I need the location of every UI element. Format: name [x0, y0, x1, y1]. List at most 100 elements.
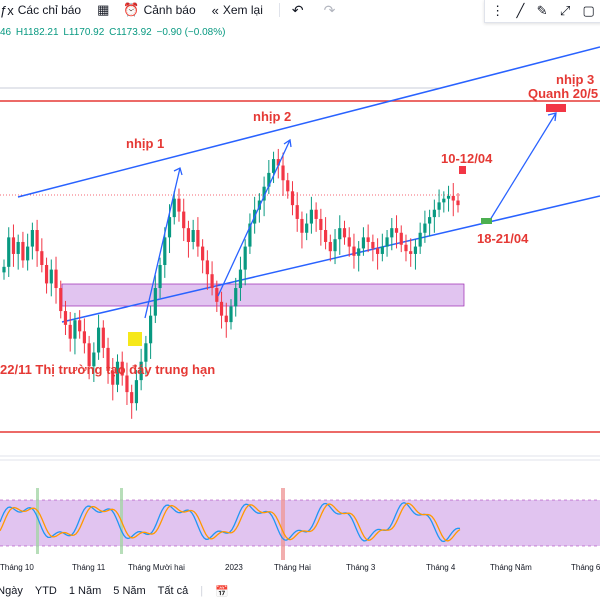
candle-body — [115, 361, 120, 385]
candle-body — [139, 361, 143, 381]
wave2-arrow — [217, 139, 291, 297]
candle-body — [101, 327, 105, 348]
wave3-title: nhịp 3 — [556, 72, 594, 87]
current-window-marker[interactable] — [459, 166, 466, 174]
candle-body — [404, 244, 408, 252]
candle-body — [432, 209, 436, 218]
candle-body — [205, 260, 209, 275]
candle-body — [267, 172, 271, 187]
calendar-range-icon[interactable]: 📅 — [215, 585, 229, 598]
top-toolbar: ƒx Các chỉ báo ▦ ⏰ Cảnh báo « Xem lại ↶ … — [0, 0, 480, 20]
candle-body — [309, 209, 313, 224]
candle-body — [120, 361, 124, 376]
candle-body — [262, 186, 266, 201]
drag-handle-icon[interactable]: ⋮ — [491, 3, 505, 18]
candle-body — [224, 315, 228, 323]
candle-body — [366, 237, 370, 242]
candle-body — [172, 198, 176, 218]
candle-body — [357, 248, 361, 256]
ohlc-open: 46 — [0, 27, 12, 38]
candle-body — [191, 230, 195, 242]
xaxis-label-1: Tháng 11 — [72, 563, 106, 572]
candle-body — [149, 315, 153, 344]
indicators-button[interactable]: ƒx Các chỉ báo — [0, 3, 81, 18]
candle-body — [144, 343, 148, 362]
candle-body — [229, 306, 233, 323]
xaxis-label-0: Tháng 10 — [0, 563, 34, 572]
candle-body — [352, 246, 356, 256]
candle-body — [78, 320, 82, 332]
xaxis-label-4: Tháng Hai — [274, 563, 311, 572]
ray-icon[interactable]: ⤢ — [559, 3, 571, 18]
xaxis-label-3: 2023 — [225, 563, 243, 572]
candle-body — [399, 232, 403, 245]
candle-body — [82, 331, 86, 344]
candle-body — [437, 202, 441, 210]
wave-arrows — [144, 112, 557, 319]
candle-body — [380, 246, 384, 254]
candle-body — [281, 165, 285, 181]
range-divider: | — [200, 585, 204, 597]
candle-body — [442, 198, 446, 203]
wave3-target-marker[interactable] — [546, 104, 566, 112]
trend-line-icon[interactable]: ╱ — [516, 3, 525, 18]
candle-body — [63, 311, 68, 325]
candle-body — [167, 217, 172, 238]
ohlc-low: L1170.92 — [63, 27, 105, 38]
channel-upper-line[interactable] — [17, 46, 600, 198]
range-1d[interactable]: 1 Ngày — [0, 585, 23, 597]
brush-icon[interactable]: ✎ — [536, 3, 548, 18]
demand-zone[interactable] — [61, 283, 465, 307]
candle-body — [40, 251, 44, 265]
xaxis-label-7: Tháng Năm — [490, 563, 532, 572]
candle-body — [210, 274, 214, 289]
ohlc-change: −0.90 (−0.08%) — [156, 27, 226, 38]
stoch-oversold-highlight-1 — [36, 488, 39, 554]
channel-lower-line[interactable] — [61, 195, 600, 323]
candle-body — [7, 237, 11, 267]
candle-body — [106, 347, 110, 371]
candle-body — [186, 228, 191, 242]
replay-button[interactable]: « Xem lại — [212, 3, 263, 18]
candle-body — [73, 320, 77, 339]
candle-body — [111, 370, 115, 385]
range-1y[interactable]: 1 Năm — [68, 585, 102, 597]
stoch-d-line — [0, 502, 461, 542]
undo-icon[interactable]: ↶ — [291, 1, 304, 18]
ohlc-close: C1173.92 — [109, 27, 152, 38]
ohlc-legend: 46 H1182.21 L1170.92 C1173.92 −0.90 (−0.… — [0, 27, 227, 38]
candle-body — [219, 301, 224, 316]
toolbar-divider — [278, 3, 280, 17]
bottom-highlight — [128, 332, 142, 346]
range-5y[interactable]: 5 Năm — [113, 585, 146, 597]
wave1-arrowhead — [173, 167, 183, 176]
candle-body — [125, 375, 129, 393]
range-bar: 1 Ngày YTD 1 Năm 5 Năm Tất cả | 📅 — [0, 582, 600, 600]
candle-body — [418, 232, 422, 247]
candle-body — [333, 239, 337, 252]
templates-icon[interactable]: ▦ — [97, 2, 110, 17]
range-all[interactable]: Tất cả — [157, 585, 189, 597]
candle-body — [158, 265, 162, 289]
stoch-overbought-highlight — [281, 488, 285, 560]
candle-body — [376, 248, 380, 254]
candle-body — [347, 237, 351, 247]
candle-body — [196, 230, 200, 247]
candle-body — [30, 230, 34, 247]
alert-button[interactable]: ⏰ Cảnh báo — [123, 2, 195, 18]
redo-icon[interactable]: ↷ — [323, 1, 336, 18]
wave1-label: nhịp 1 — [126, 136, 164, 151]
stoch-band — [0, 500, 600, 546]
candle-body — [44, 265, 49, 284]
wave3-date: Quanh 20/5 — [528, 86, 598, 101]
bottom-note: 22/11 Thị trường tạo đáy trung hạn — [0, 362, 215, 377]
candle-body — [2, 266, 6, 273]
candle-body — [456, 200, 460, 206]
candle-body — [96, 327, 101, 353]
range-ytd[interactable]: YTD — [34, 585, 57, 597]
pullback-marker[interactable] — [481, 218, 492, 224]
candle-body — [323, 230, 328, 242]
rectangle-icon[interactable]: ▢ — [582, 3, 595, 18]
candle-body — [92, 352, 96, 367]
